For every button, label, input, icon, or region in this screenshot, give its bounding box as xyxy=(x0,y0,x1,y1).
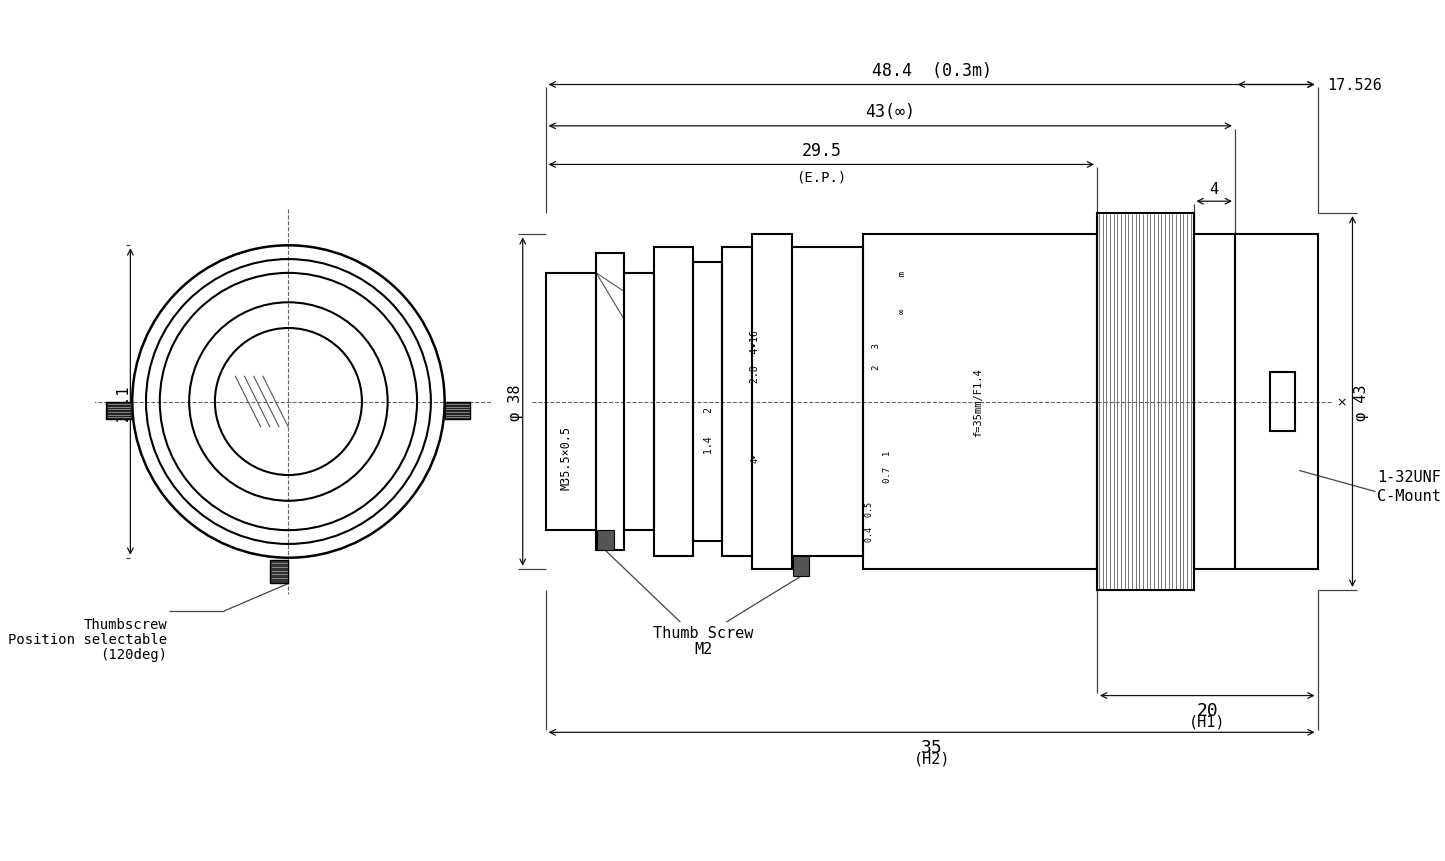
Text: 1.4    2: 1.4 2 xyxy=(704,406,714,453)
Bar xyxy=(863,235,1097,569)
Text: M2: M2 xyxy=(694,641,712,657)
Text: Position selectable: Position selectable xyxy=(9,633,168,647)
Bar xyxy=(1270,373,1295,431)
Bar xyxy=(597,530,614,551)
Text: 17.526: 17.526 xyxy=(1327,77,1381,93)
Text: Thumb Screw: Thumb Screw xyxy=(653,625,753,640)
Bar xyxy=(722,248,753,556)
Bar xyxy=(793,556,809,576)
Text: f=35mm/F1.4: f=35mm/F1.4 xyxy=(972,368,983,437)
Text: (E.P.): (E.P.) xyxy=(796,170,847,185)
Text: 2.8  4•16: 2.8 4•16 xyxy=(750,330,760,382)
Text: 2   3: 2 3 xyxy=(871,343,881,369)
Bar xyxy=(1235,235,1318,569)
Bar xyxy=(597,253,624,551)
Text: 4: 4 xyxy=(1209,182,1218,196)
Text: (120deg): (120deg) xyxy=(100,647,168,661)
Text: 25.1: 25.1 xyxy=(116,384,130,420)
Text: ×: × xyxy=(1337,395,1347,408)
Text: 1-32UNF: 1-32UNF xyxy=(1377,469,1441,485)
Bar xyxy=(655,248,692,556)
Text: C-Mount: C-Mount xyxy=(1377,488,1441,503)
Text: 48.4  (0.3m): 48.4 (0.3m) xyxy=(871,62,991,80)
Polygon shape xyxy=(445,403,471,419)
Polygon shape xyxy=(270,561,289,584)
Bar xyxy=(624,274,655,530)
Text: 4•: 4• xyxy=(751,452,760,462)
Bar xyxy=(546,274,597,530)
Text: 20: 20 xyxy=(1196,701,1218,719)
Polygon shape xyxy=(107,403,131,419)
Text: M35.5×0.5: M35.5×0.5 xyxy=(559,425,572,489)
Text: 43(∞): 43(∞) xyxy=(866,103,915,121)
Text: 35: 35 xyxy=(920,738,942,756)
Text: φ 43: φ 43 xyxy=(1354,384,1370,420)
Text: Thumbscrew: Thumbscrew xyxy=(84,617,168,632)
Text: (H2): (H2) xyxy=(913,751,949,765)
Text: (H1): (H1) xyxy=(1189,714,1225,729)
Bar xyxy=(753,235,792,569)
Text: 0.4  0.5: 0.4 0.5 xyxy=(864,501,874,542)
Bar xyxy=(1097,214,1194,590)
Text: φ 38: φ 38 xyxy=(507,384,523,420)
Bar xyxy=(792,248,863,556)
Bar xyxy=(692,263,722,542)
Text: 29.5: 29.5 xyxy=(802,142,841,160)
Text: 0.7  1: 0.7 1 xyxy=(883,450,892,482)
Text: ∞      m: ∞ m xyxy=(897,270,906,313)
Bar xyxy=(1194,235,1235,569)
